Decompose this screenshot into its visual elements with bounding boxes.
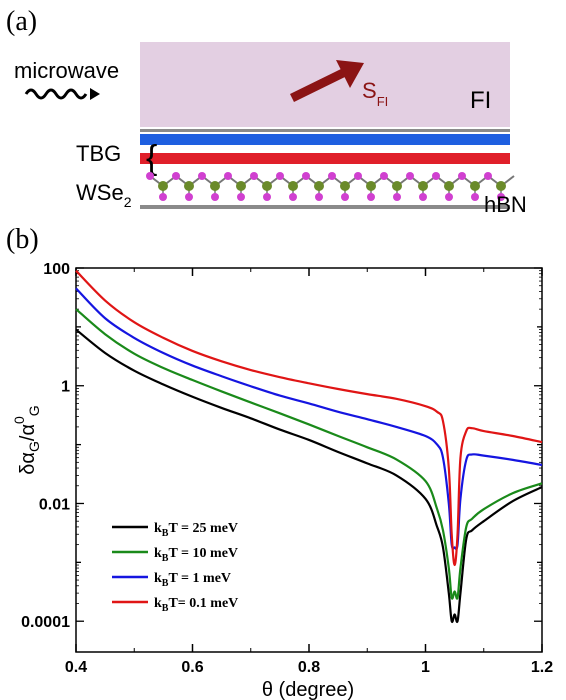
chart-series <box>75 269 543 624</box>
series-line-1 <box>75 308 543 600</box>
y-axis-label: δαG/α0G <box>11 405 42 474</box>
x-tick-label: 0.6 <box>181 659 203 676</box>
w-atom <box>184 181 194 191</box>
se-atom <box>250 172 258 180</box>
wse2-label: WSe2 <box>76 180 132 210</box>
x-tick-label: 0.8 <box>298 659 320 676</box>
w-atom <box>158 181 168 191</box>
w-atom <box>236 181 246 191</box>
w-atom <box>340 181 350 191</box>
x-axis-label: θ (degree) <box>262 679 354 700</box>
se-atom <box>354 172 362 180</box>
se-atom <box>445 193 453 201</box>
se-atom <box>471 193 479 201</box>
panel-a-label: (a) <box>6 6 37 37</box>
chart-legend: kBT = 25 meV kBT = 10 meV kBT = 1 meV kBT= … <box>112 521 238 614</box>
y-tick-label: 0.0001 <box>21 614 70 631</box>
gray-interface-layer <box>140 129 510 132</box>
chart-axes: 0.4 0.6 0.8 1 1.2 100 1 0.01 0.0001 <box>21 261 553 676</box>
se-atom <box>315 193 323 201</box>
tbg-label: TBG <box>76 141 121 166</box>
series-line-0 <box>75 328 543 624</box>
panel-b-label: (b) <box>6 224 39 255</box>
series-line-2 <box>75 287 543 551</box>
se-atom <box>289 193 297 201</box>
w-atom <box>314 181 324 191</box>
tbg-blue-layer <box>140 134 510 145</box>
legend-label: kBT = 25 meV <box>154 521 238 539</box>
hbn-layer <box>140 205 510 209</box>
se-atom <box>302 172 310 180</box>
se-atom <box>198 172 206 180</box>
se-atom <box>484 172 492 180</box>
spin-label: SFI <box>362 78 388 109</box>
w-atom <box>444 181 454 191</box>
se-atom <box>380 172 388 180</box>
se-atom <box>367 193 375 201</box>
se-atom <box>211 193 219 201</box>
plot-frame <box>75 267 543 653</box>
legend-label: kBT = 10 meV <box>154 546 238 564</box>
x-tick-label: 1.2 <box>531 659 553 676</box>
se-atom <box>185 193 193 201</box>
series-line-3 <box>75 269 543 567</box>
se-atom <box>172 172 180 180</box>
wse2-lattice <box>146 172 515 201</box>
y-tick-label: 0.01 <box>39 496 70 513</box>
w-atom <box>262 181 272 191</box>
se-atom <box>393 193 401 201</box>
microwave-label: microwave <box>14 58 119 83</box>
microwave-wave-icon <box>24 88 100 100</box>
se-atom <box>159 193 167 201</box>
se-atom <box>146 172 154 180</box>
se-atom <box>237 193 245 201</box>
se-atom <box>328 172 336 180</box>
se-atom <box>419 193 427 201</box>
x-tick-label: 1 <box>421 659 430 676</box>
se-atom <box>497 193 505 201</box>
w-atom <box>366 181 376 191</box>
legend-label: kBT = 1 meV <box>154 571 231 589</box>
se-atom <box>276 172 284 180</box>
se-atom <box>458 172 466 180</box>
se-atom <box>341 193 349 201</box>
se-atom <box>263 193 271 201</box>
y-tick-label: 1 <box>61 379 70 396</box>
tbg-brace-icon: { <box>146 139 157 177</box>
w-atom <box>418 181 428 191</box>
se-atom <box>432 172 440 180</box>
w-atom <box>392 181 402 191</box>
legend-label: kBT= 0.1 meV <box>154 596 238 614</box>
w-atom <box>470 181 480 191</box>
tbg-red-layer <box>140 153 510 164</box>
fi-label: FI <box>470 87 491 114</box>
hbn-label: hBN <box>484 192 527 217</box>
w-atom <box>288 181 298 191</box>
se-atom <box>224 172 232 180</box>
w-atom <box>210 181 220 191</box>
x-tick-label: 0.4 <box>65 659 87 676</box>
se-atom <box>406 172 414 180</box>
w-atom <box>496 181 506 191</box>
spin-arrow-icon <box>290 60 364 103</box>
y-tick-label: 100 <box>43 261 70 278</box>
